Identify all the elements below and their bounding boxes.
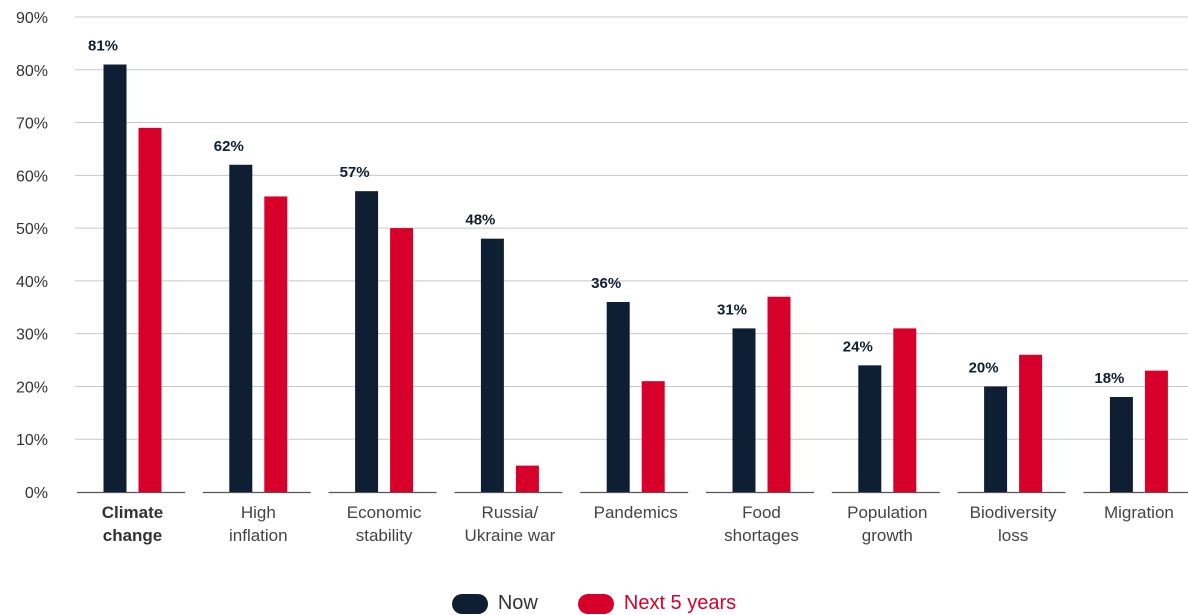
bar-now (1109, 397, 1133, 492)
bar-now (606, 302, 630, 492)
bar-now (355, 191, 379, 492)
legend-label-now: Now (497, 592, 538, 614)
data-label: 31% (717, 301, 747, 318)
data-label: 20% (969, 359, 999, 376)
bar-now (229, 164, 253, 492)
x-tick-label: High (241, 503, 276, 522)
bar-next-5-years (390, 228, 414, 492)
x-tick-label: Climate (102, 503, 163, 522)
legend-item-next-5-years: Next 5 years (577, 592, 737, 615)
bar-now (732, 328, 756, 492)
legend: Now Next 5 years (0, 592, 1188, 615)
y-tick-label: 90% (16, 10, 48, 27)
x-tick-label: Pandemics (594, 503, 678, 522)
bar-next-5-years (138, 127, 162, 492)
data-label: 81% (88, 38, 118, 55)
bar-next-5-years (767, 296, 791, 492)
data-label: 62% (214, 138, 244, 155)
y-tick-label: 50% (16, 221, 48, 238)
bar-now (480, 238, 504, 492)
bar-next-5-years (515, 465, 539, 492)
y-tick-label: 20% (16, 379, 48, 396)
y-tick-label: 0% (25, 485, 48, 502)
y-tick-label: 40% (16, 274, 48, 291)
bar-next-5-years (893, 328, 917, 492)
x-tick-label: change (103, 526, 163, 545)
legend-swatch-now (451, 593, 488, 614)
data-label: 24% (843, 338, 873, 355)
legend-swatch-next-5-years (577, 593, 614, 614)
legend-label-next-5-years: Next 5 years (623, 592, 737, 614)
bar-next-5-years (641, 381, 665, 492)
x-tick-label: Economic (347, 503, 422, 522)
x-tick-label: Food (742, 503, 781, 522)
x-tick-label: Population (847, 503, 927, 522)
data-label: 57% (340, 164, 370, 181)
y-tick-label: 60% (16, 168, 48, 185)
x-tick-label: stability (356, 526, 413, 545)
bar-chart: 0% 10% 20% 30% 40% 50% 60% 70% 80% 90% 81% Climate c… (16, 10, 1188, 545)
x-tick-label: shortages (724, 526, 799, 545)
y-tick-label: 80% (16, 63, 48, 80)
y-tick-label: 30% (16, 327, 48, 344)
bar-now (103, 64, 127, 492)
bar-next-5-years (1019, 354, 1043, 492)
x-tick-label: inflation (229, 526, 288, 545)
y-tick-label: 70% (16, 116, 48, 133)
x-tick-label: Migration (1104, 503, 1174, 522)
data-label: 18% (1094, 370, 1124, 387)
x-tick-label: Russia/ (482, 503, 539, 522)
x-tick-label: Ukraine war (465, 526, 556, 545)
legend-item-now: Now (451, 592, 538, 615)
data-label: 36% (591, 275, 621, 292)
bar-now (858, 365, 882, 492)
x-tick-label: loss (998, 526, 1028, 545)
y-tick-label: 10% (16, 432, 48, 449)
x-tick-label: growth (862, 526, 913, 545)
x-tick-label: Biodiversity (970, 503, 1057, 522)
bar-now (984, 386, 1008, 492)
bar-next-5-years (264, 196, 288, 492)
data-label: 48% (465, 212, 495, 229)
bar-next-5-years (1144, 370, 1168, 492)
